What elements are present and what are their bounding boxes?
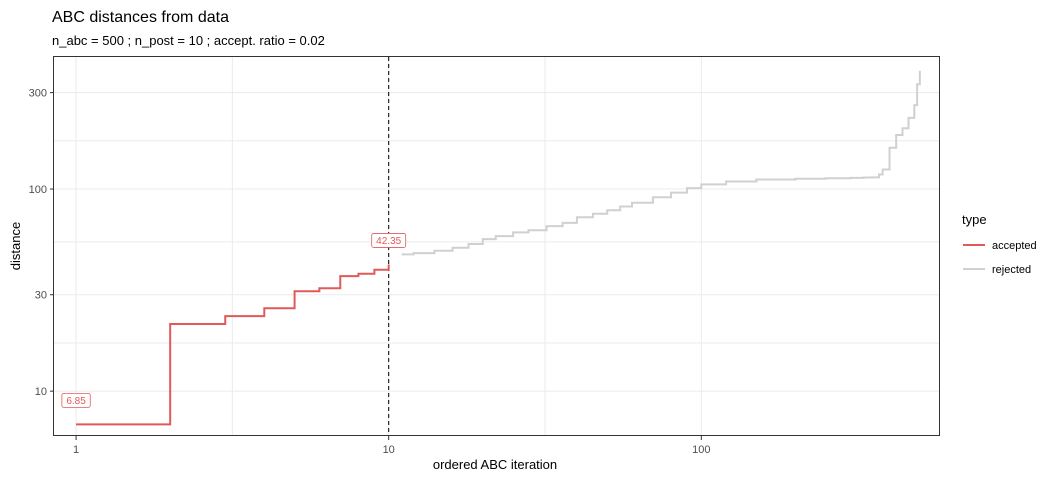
data-label-frame (371, 233, 407, 248)
x-tick-label: 100 (692, 444, 710, 456)
data-label-box: 6.85 (61, 392, 91, 408)
grid-layer (54, 57, 940, 436)
series-layer (76, 70, 921, 426)
legend-title: type (962, 212, 987, 227)
y-tick-label: 100 (29, 184, 47, 196)
legend-items: accepted rejected (963, 240, 1037, 276)
data-label-text: 42.35 (376, 236, 401, 247)
x-tick-label: 10 (383, 444, 395, 456)
tick-layer: 10 30 100 300 1 10 100 (29, 88, 711, 456)
y-tick-label: 300 (29, 88, 47, 100)
series-accepted-line (76, 264, 390, 426)
x-tick-label: 1 (73, 444, 79, 456)
y-tick-label: 30 (35, 290, 47, 302)
annotation-layer: 6.85 42.35 (61, 233, 407, 408)
data-label-text: 6.85 (66, 396, 86, 407)
data-label-box: 42.35 (371, 233, 407, 248)
x-axis-label: ordered ABC iteration (433, 457, 557, 472)
legend: type accepted rejected (962, 212, 1037, 276)
y-tick-label: 10 (35, 386, 47, 398)
plot-panel-border (53, 56, 940, 436)
chart-subtitle: n_abc = 500 ; n_post = 10 ; accept. rati… (52, 33, 325, 48)
legend-label-accepted: accepted (992, 240, 1037, 252)
series-rejected-line (401, 70, 921, 256)
data-label-frame (61, 392, 91, 408)
y-axis-label: distance (8, 222, 23, 270)
chart-title: ABC distances from data (52, 9, 229, 26)
legend-label-rejected: rejected (992, 264, 1031, 276)
